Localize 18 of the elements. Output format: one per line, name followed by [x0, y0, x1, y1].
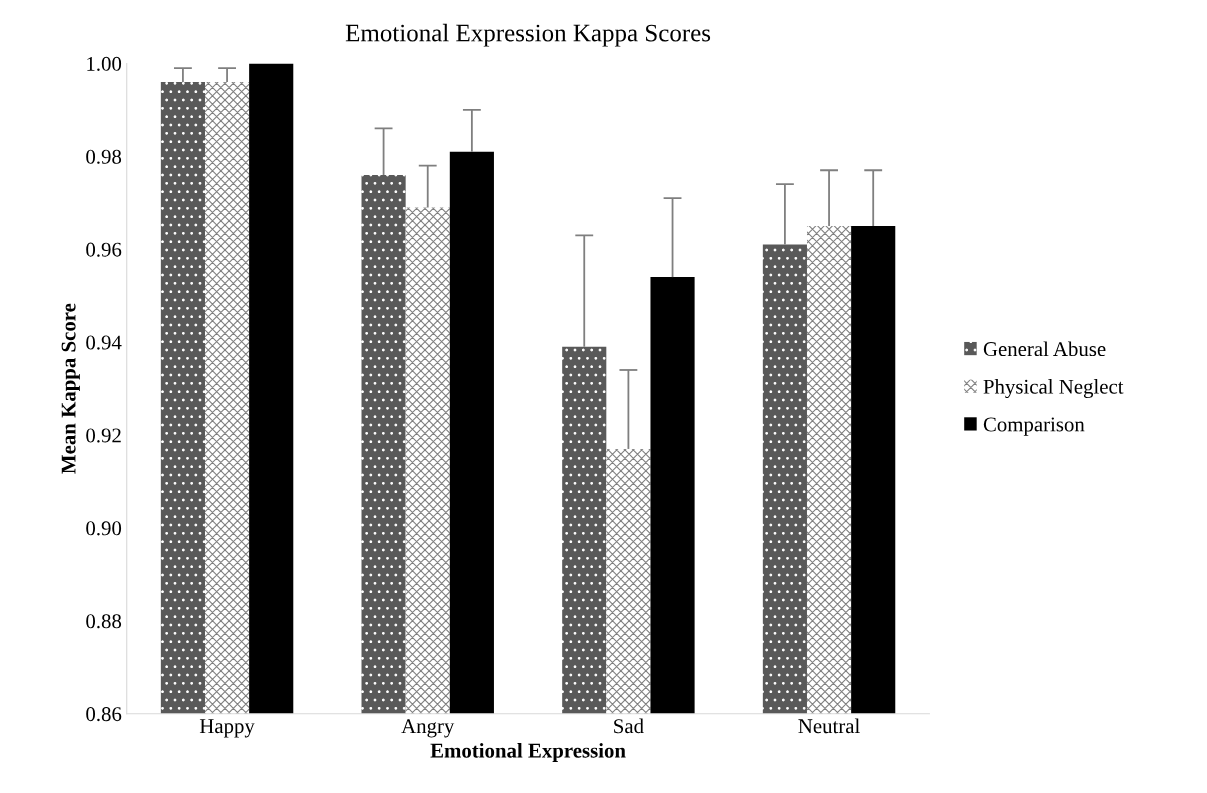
y-tick-label: 0.96 — [86, 242, 122, 257]
legend-label: Comparison — [983, 417, 1085, 436]
x-tick-label: Sad — [614, 718, 644, 734]
y-tick-label: 0.86 — [86, 707, 122, 722]
y-tick-label: 0.90 — [86, 521, 122, 536]
x-tick-label: Angry — [401, 719, 455, 738]
legend-label: Physical Neglect — [983, 379, 1124, 399]
x-axis-title: Emotional Expression — [430, 743, 626, 762]
y-tick-label: 0.94 — [86, 335, 122, 350]
y-tick-label: 1.00 — [87, 56, 122, 71]
y-tick-label: 0.92 — [86, 428, 121, 443]
y-axis-title: Mean Kappa Score — [61, 303, 80, 474]
y-tick-label: 0.88 — [86, 614, 122, 629]
x-tick-label: Neutral — [798, 718, 860, 734]
chart-title: Emotional Expression Kappa Scores — [345, 23, 711, 47]
legend-label: General Abuse — [983, 341, 1106, 357]
y-tick-label: 0.98 — [86, 149, 122, 164]
x-tick-label: Happy — [199, 719, 255, 738]
